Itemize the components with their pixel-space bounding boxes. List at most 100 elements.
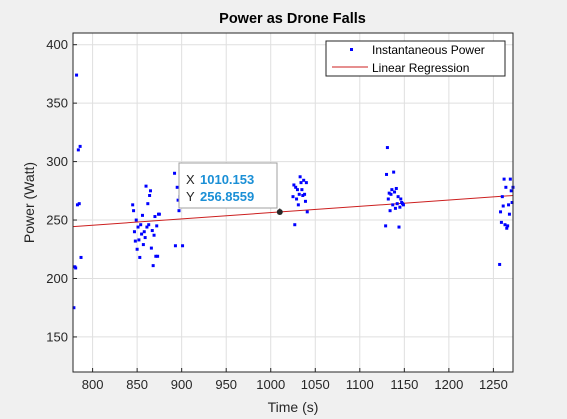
data-point — [506, 224, 510, 228]
data-point — [144, 184, 148, 188]
data-point — [137, 238, 141, 242]
data-point — [393, 190, 397, 194]
data-point — [504, 185, 508, 189]
datatip-y-key: Y — [186, 189, 195, 204]
x-tick-label: 1150 — [390, 377, 418, 392]
datatip-marker[interactable] — [276, 209, 283, 216]
data-point — [151, 264, 155, 268]
data-point — [300, 188, 304, 192]
data-point — [155, 224, 159, 228]
data-point — [388, 209, 392, 213]
data-point — [135, 247, 139, 251]
data-point — [296, 203, 300, 207]
regression-line — [72, 194, 514, 228]
data-point — [385, 146, 389, 150]
data-point — [74, 266, 78, 270]
data-point — [295, 188, 299, 192]
data-point — [500, 195, 504, 199]
x-tick-label: 950 — [215, 377, 237, 392]
datatip-x-value: 1010.153 — [200, 172, 254, 187]
x-tick-label: 1100 — [346, 377, 374, 392]
data-point — [508, 177, 512, 181]
data-point — [148, 189, 152, 193]
data-point — [385, 172, 389, 176]
x-tick-label: 800 — [82, 377, 104, 392]
data-point — [145, 225, 149, 229]
data-point — [78, 144, 82, 148]
data-point — [147, 223, 151, 227]
data-point — [386, 197, 390, 201]
data-point — [146, 202, 150, 206]
points-layer — [72, 73, 515, 310]
data-point — [136, 225, 140, 229]
data-point — [301, 193, 305, 197]
legend-item-linear-regression: Linear Regression — [372, 61, 469, 75]
data-point — [150, 229, 154, 233]
data-point — [510, 201, 514, 204]
data-point — [401, 203, 405, 207]
data-point — [387, 191, 391, 195]
data-point — [138, 255, 142, 259]
data-point — [157, 212, 161, 216]
x-tick-label: 1050 — [301, 377, 330, 392]
data-point — [390, 188, 394, 192]
data-point — [297, 192, 301, 196]
data-point — [396, 195, 400, 199]
x-tick-label: 1000 — [256, 377, 285, 392]
data-point — [398, 205, 402, 209]
x-tick-label: 850 — [126, 377, 148, 392]
regression-layer — [72, 194, 514, 228]
data-point — [141, 243, 145, 247]
data-point — [294, 185, 298, 189]
chart-title: Power as Drone Falls — [219, 11, 366, 27]
data-point — [134, 218, 138, 222]
data-point — [498, 262, 502, 266]
data-point — [76, 148, 80, 152]
y-tick-label: 400 — [46, 37, 68, 52]
data-point — [153, 215, 157, 219]
data-point — [79, 255, 83, 259]
data-point — [133, 239, 137, 243]
data-point — [142, 230, 146, 234]
y-tick-label: 200 — [46, 271, 68, 286]
tick-labels: 800 850 900 950 1000 1050 1100 1150 1200 1250 150 2… — [46, 37, 508, 392]
data-point — [132, 230, 136, 234]
data-point — [299, 181, 303, 185]
data-point — [304, 181, 308, 185]
data-point — [397, 225, 401, 229]
data-point — [152, 233, 156, 237]
datatip-y-value: 256.8559 — [200, 189, 254, 204]
data-point — [175, 185, 179, 189]
data-point — [399, 197, 403, 201]
y-tick-label: 300 — [46, 154, 68, 169]
data-point — [77, 202, 81, 206]
data-point — [140, 232, 144, 236]
data-point — [149, 246, 153, 250]
x-tick-label: 1250 — [479, 377, 508, 392]
data-point — [298, 175, 302, 179]
data-point — [291, 195, 295, 199]
data-point — [131, 203, 135, 207]
data-point — [173, 244, 177, 248]
y-tick-label: 150 — [46, 329, 68, 344]
x-tick-label: 1200 — [434, 377, 463, 392]
y-tick-label: 250 — [46, 213, 68, 228]
data-point — [148, 193, 152, 197]
data-point — [154, 254, 158, 258]
data-point — [156, 254, 160, 258]
x-axis-label: Time (s) — [268, 399, 319, 415]
data-point — [303, 192, 307, 196]
legend[interactable]: Instantaneous Power Linear Regression — [325, 40, 506, 77]
data-point — [72, 306, 76, 310]
datatip[interactable]: X 1010.153 Y 256.8559 — [178, 162, 283, 216]
legend-box — [325, 40, 506, 77]
data-point — [394, 186, 398, 190]
ticks — [73, 44, 494, 372]
legend-scatter-marker — [350, 48, 353, 51]
data-point — [395, 202, 399, 206]
data-point — [499, 210, 503, 214]
plot-area — [73, 33, 513, 372]
data-point — [507, 212, 511, 216]
